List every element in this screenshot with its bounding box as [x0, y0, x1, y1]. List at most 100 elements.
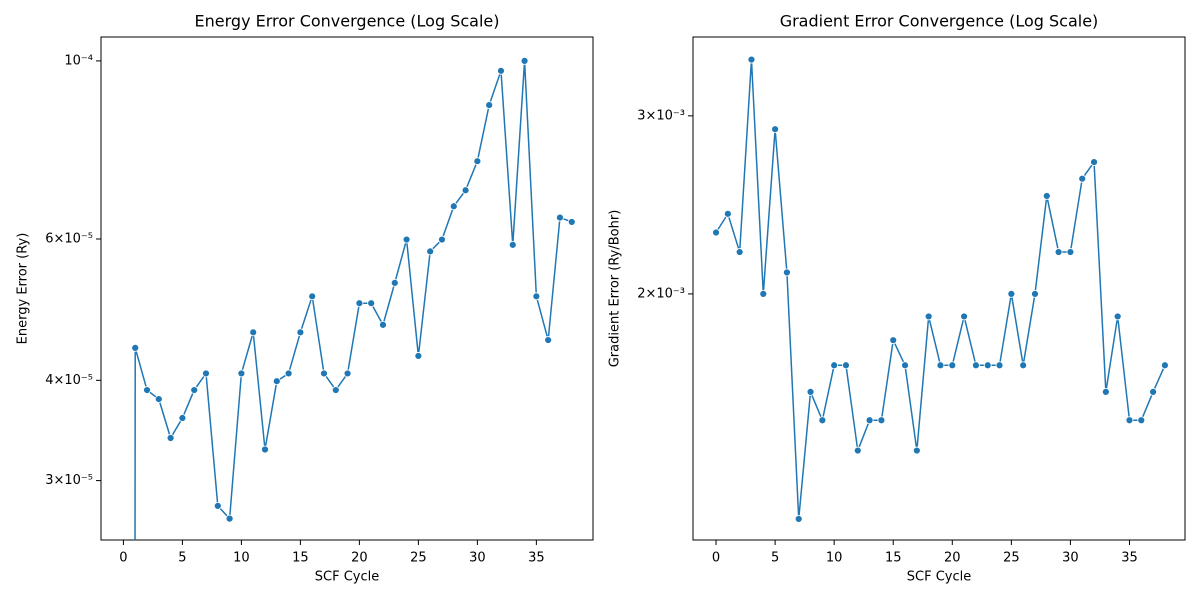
data-line	[715, 59, 1166, 520]
data-point	[1137, 416, 1146, 425]
data-point	[1125, 416, 1134, 425]
chart-title: Gradient Error Convergence (Log Scale)	[780, 12, 1099, 31]
data-point	[960, 312, 969, 321]
data-point	[532, 292, 541, 301]
data-point	[379, 320, 387, 329]
data-point	[308, 292, 317, 301]
x-tick-label: 15	[292, 551, 309, 566]
data-point	[1113, 312, 1122, 321]
y-axis-label: Gradient Error (Ry/Bohr)	[608, 210, 623, 368]
data-point	[865, 416, 874, 425]
data-point	[320, 369, 328, 378]
data-point	[355, 299, 364, 308]
data-point	[830, 361, 839, 370]
data-point	[936, 361, 945, 370]
data-point	[1090, 158, 1098, 167]
data-point	[972, 361, 980, 370]
x-tick-label: 10	[826, 551, 843, 566]
y-tick-label: 10⁻⁴	[64, 53, 93, 68]
data-point	[1042, 192, 1051, 200]
data-point	[818, 416, 827, 425]
data-point	[178, 414, 187, 422]
data-point	[497, 66, 505, 75]
x-tick-label: 35	[528, 551, 545, 566]
data-point	[367, 299, 376, 308]
data-point	[544, 336, 553, 344]
data-point	[877, 416, 886, 425]
data-point	[901, 361, 909, 370]
data-point	[166, 434, 175, 442]
x-tick-label: 20	[944, 551, 961, 566]
data-point	[190, 386, 199, 394]
data-point	[1066, 248, 1075, 256]
data-point	[154, 395, 163, 404]
data-point	[438, 235, 446, 244]
x-tick-label: 10	[233, 551, 250, 566]
data-point	[995, 361, 1004, 370]
data-point	[1101, 388, 1110, 396]
y-tick-label: 2×10⁻³	[637, 286, 685, 301]
data-point	[783, 268, 791, 277]
data-point	[284, 369, 293, 378]
data-point	[272, 377, 281, 386]
data-point	[213, 502, 222, 510]
data-point	[131, 343, 140, 352]
plot-area	[131, 57, 576, 540]
x-tick-label: 5	[178, 551, 186, 566]
x-tick-label: 35	[1121, 551, 1138, 566]
data-point	[461, 186, 470, 195]
data-point	[1054, 248, 1063, 256]
data-point	[1161, 361, 1169, 370]
x-tick-label: 15	[885, 551, 902, 566]
data-point	[426, 247, 435, 256]
data-point	[735, 248, 744, 256]
data-point	[296, 328, 305, 337]
y-tick-label: 4×10⁻⁵	[45, 373, 93, 388]
plot-frame	[100, 36, 594, 541]
x-tick-label: 0	[119, 551, 127, 566]
data-point	[556, 213, 564, 222]
data-point	[143, 386, 151, 394]
data-point	[485, 101, 494, 109]
chart-title: Energy Error Convergence (Log Scale)	[195, 12, 500, 31]
data-point	[712, 228, 720, 237]
data-point	[771, 125, 779, 134]
data-point	[414, 352, 423, 360]
data-point	[794, 515, 803, 523]
data-point	[983, 361, 992, 370]
data-point	[225, 514, 234, 523]
x-tick-label: 5	[771, 551, 779, 566]
data-point	[842, 361, 850, 370]
y-tick-label: 3×10⁻³	[637, 108, 685, 123]
data-point	[1019, 361, 1028, 370]
data-point	[261, 445, 269, 454]
x-tick-label: 25	[1003, 551, 1020, 566]
data-point	[747, 55, 756, 64]
data-point	[759, 290, 768, 298]
x-tick-label: 30	[1062, 551, 1079, 566]
x-tick-label: 25	[410, 551, 427, 566]
data-point	[402, 235, 411, 244]
y-axis-label: Energy Error (Ry)	[16, 233, 31, 345]
data-point	[249, 328, 258, 337]
data-point	[237, 369, 246, 378]
data-point	[924, 312, 933, 321]
plot-frame	[692, 36, 1186, 541]
data-point	[1031, 290, 1039, 298]
data-point	[889, 336, 898, 345]
data-point	[1007, 290, 1016, 298]
data-point	[723, 209, 732, 218]
x-axis-label: SCF Cycle	[907, 570, 971, 585]
data-point	[473, 157, 482, 166]
x-axis-label: SCF Cycle	[315, 570, 379, 585]
data-point	[202, 369, 210, 378]
data-point	[449, 202, 458, 211]
data-point	[520, 57, 529, 65]
data-point	[331, 386, 340, 394]
data-point	[853, 446, 862, 455]
plot-area	[712, 55, 1169, 523]
x-tick-label: 0	[712, 551, 720, 566]
data-point	[1078, 174, 1087, 183]
data-point	[948, 361, 957, 370]
